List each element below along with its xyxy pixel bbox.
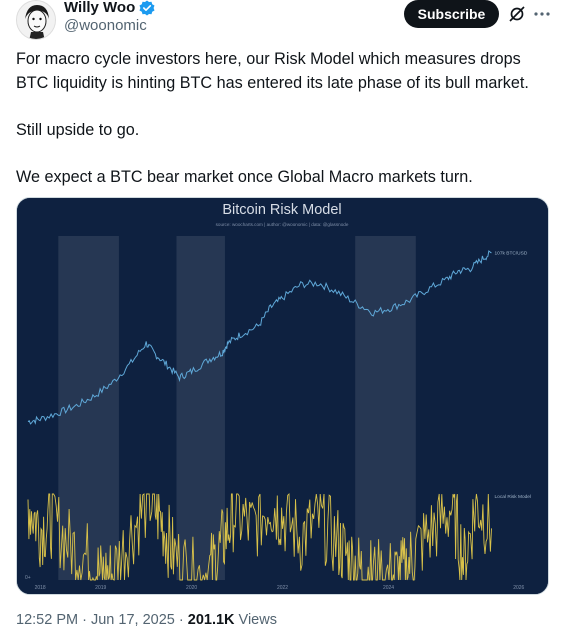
tweet-paragraph: Still upside to go.	[16, 120, 140, 139]
risk-series-label: Local Risk Model	[495, 494, 532, 500]
separator: ·	[178, 612, 184, 628]
chart-title: Bitcoin Risk Model	[222, 202, 341, 218]
series-layer: 107k BTC/USD Local Risk Model	[27, 250, 532, 581]
tweet-text: For macro cycle investors here, our Risk…	[16, 48, 551, 213]
verified-badge-icon	[139, 0, 155, 16]
avatar-illustration	[17, 1, 55, 39]
shaded-period	[355, 236, 416, 580]
subscribe-button[interactable]: Subscribe	[404, 0, 499, 28]
author-name-row: Willy Woo	[64, 0, 155, 17]
author-handle[interactable]: @woonomic	[64, 17, 147, 34]
shaded-period	[176, 236, 225, 580]
x-tick-label: 2026	[513, 585, 524, 591]
risk-model-chart: Bitcoin Risk Model source: woocharts.com…	[17, 198, 548, 594]
shaded-periods	[58, 236, 416, 580]
grok-slash-icon[interactable]	[507, 4, 527, 24]
separator: ·	[82, 612, 87, 628]
tweet-paragraph: We expect a BTC bear market once Global …	[16, 167, 473, 186]
tweet-time[interactable]: 12:52 PM	[16, 612, 79, 628]
tweet-date[interactable]: Jun 17, 2025	[90, 612, 175, 628]
views-count: 201.1K	[187, 612, 235, 628]
chart-image[interactable]: Bitcoin Risk Model source: woocharts.com…	[16, 197, 549, 595]
x-tick-label: 2019	[95, 585, 106, 591]
chart-subtitle: source: woocharts.com | author: @woonomi…	[216, 222, 349, 227]
x-tick-label: 2020	[186, 585, 197, 591]
avatar[interactable]	[16, 0, 56, 40]
more-dots-icon[interactable]	[532, 4, 552, 24]
display-name[interactable]: Willy Woo	[64, 0, 136, 16]
x-axis-ticks: 2018 2019 2020 2022 2024 2026	[35, 585, 525, 591]
btc-series-label: 107k BTC/USD	[495, 251, 528, 257]
tweet-footer: 12:52 PM · Jun 17, 2025 · 201.1K Views	[16, 611, 277, 629]
local-risk-line	[27, 492, 492, 581]
tweet-paragraph: For macro cycle investors here, our Risk…	[16, 50, 529, 92]
btc-price-line	[27, 250, 492, 425]
lower-y-label: 0+	[25, 575, 31, 581]
shaded-period	[58, 236, 119, 580]
views-label: Views	[238, 612, 277, 628]
x-tick-label: 2018	[35, 585, 46, 591]
x-tick-label: 2024	[383, 585, 394, 591]
x-tick-label: 2022	[277, 585, 288, 591]
